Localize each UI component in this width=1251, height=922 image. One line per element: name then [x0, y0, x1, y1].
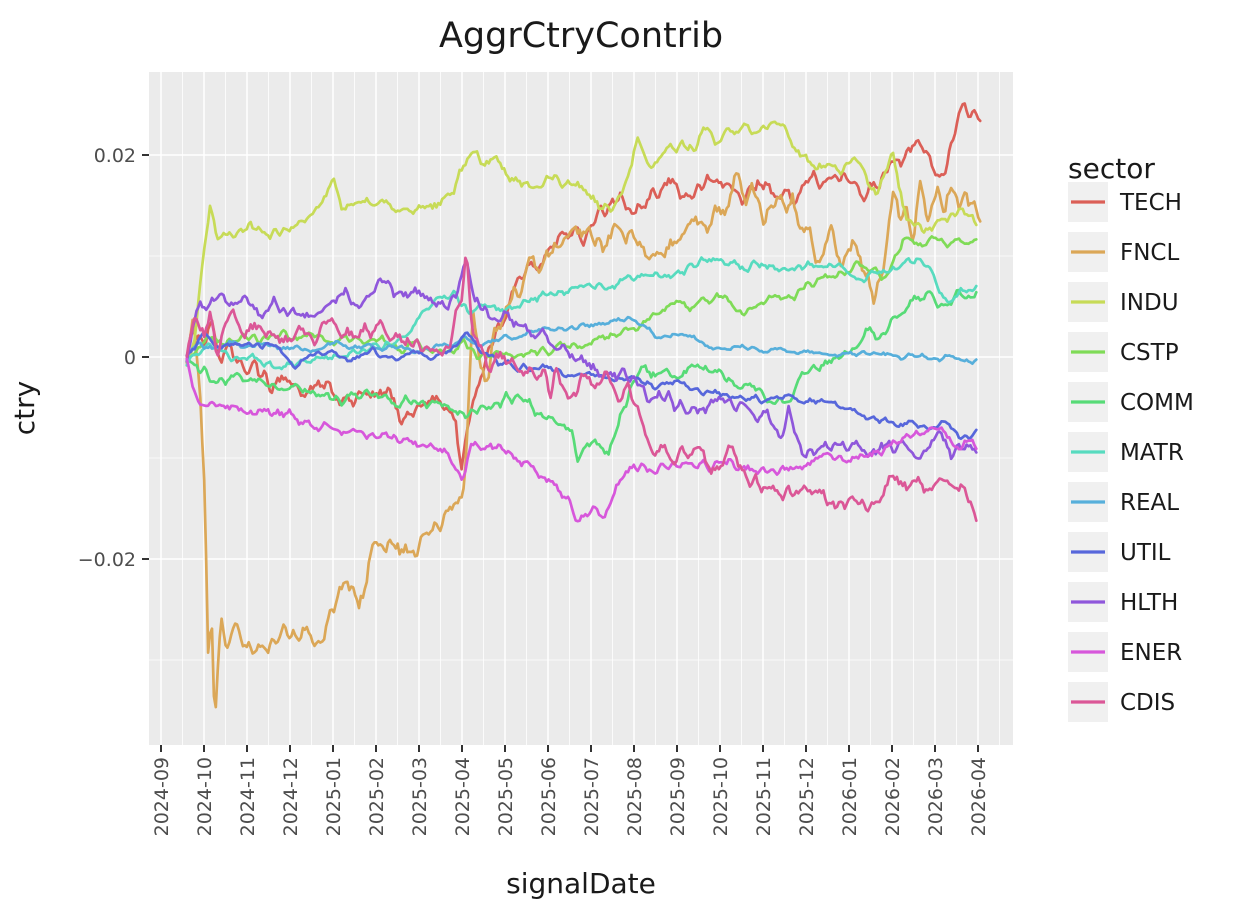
- legend-label-CDIS: CDIS: [1120, 690, 1175, 716]
- series-line-MATR: [185, 256, 978, 371]
- x-tick-label: 2025-11: [753, 757, 775, 836]
- legend-label-TECH: TECH: [1119, 190, 1182, 216]
- x-axis-label: signalDate: [506, 867, 656, 900]
- legend: sector TECH FNCL INDU CSTP COMM MATR REAL UTIL H…: [1068, 152, 1194, 722]
- x-tick-label: 2025-04: [452, 757, 474, 836]
- x-tick-label: 2024-09: [151, 757, 173, 836]
- legend-title: sector: [1068, 152, 1155, 185]
- legend-entry-ENER: ENER: [1068, 632, 1182, 672]
- legend-entries: TECH FNCL INDU CSTP COMM MATR REAL UTIL HLTH ENER…: [1068, 182, 1194, 722]
- x-tick-label: 2025-10: [710, 757, 732, 836]
- legend-label-INDU: INDU: [1120, 290, 1179, 316]
- axes: 0.02 0 −0.02 2024-09 2024-10 2024-11 2024-12 20…: [78, 145, 990, 836]
- x-tick-label: 2025-08: [624, 757, 646, 836]
- series-line-REAL: [185, 315, 978, 366]
- legend-label-HLTH: HLTH: [1120, 590, 1178, 616]
- x-tick-label: 2025-06: [538, 757, 560, 836]
- legend-label-COMM: COMM: [1120, 390, 1194, 416]
- series-line-HLTH: [185, 261, 978, 461]
- series-line-COMM: [185, 288, 978, 463]
- legend-entry-MATR: MATR: [1068, 432, 1184, 472]
- y-tick-label: 0.02: [94, 145, 136, 167]
- x-tick-label: 2025-09: [667, 757, 689, 836]
- y-tick-label: 0: [124, 347, 136, 369]
- series-lines: [185, 102, 982, 709]
- series-line-INDU: [185, 120, 978, 367]
- legend-label-REAL: REAL: [1120, 490, 1179, 516]
- legend-label-CSTP: CSTP: [1120, 340, 1179, 366]
- series-line-CDIS: [185, 256, 978, 523]
- legend-entry-REAL: REAL: [1068, 482, 1179, 522]
- x-tick-label: 2024-11: [237, 757, 259, 836]
- x-tick-label: 2025-05: [495, 757, 517, 836]
- legend-entry-TECH: TECH: [1068, 182, 1182, 222]
- x-tick-label: 2025-03: [409, 757, 431, 836]
- x-tick-label: 2026-02: [882, 757, 904, 836]
- x-tick-label: 2026-04: [968, 757, 990, 836]
- x-tick-label: 2025-01: [323, 757, 345, 836]
- legend-label-MATR: MATR: [1120, 440, 1184, 466]
- x-tick-label: 2026-03: [925, 757, 947, 836]
- x-tick-label: 2024-10: [194, 757, 216, 836]
- y-axis-label: ctry: [8, 381, 41, 435]
- legend-entry-COMM: COMM: [1068, 382, 1194, 422]
- x-tick-label: 2025-12: [796, 757, 818, 836]
- legend-entry-FNCL: FNCL: [1068, 232, 1179, 272]
- legend-entry-CDIS: CDIS: [1068, 682, 1175, 722]
- legend-label-ENER: ENER: [1120, 640, 1182, 666]
- legend-entry-HLTH: HLTH: [1068, 582, 1178, 622]
- x-tick-label: 2026-01: [839, 757, 861, 836]
- series-line-FNCL: [185, 172, 982, 709]
- legend-entry-INDU: INDU: [1068, 282, 1179, 322]
- legend-label-UTIL: UTIL: [1120, 540, 1171, 566]
- x-tick-label: 2024-12: [280, 757, 302, 836]
- legend-entry-UTIL: UTIL: [1068, 532, 1171, 572]
- x-tick-label: 2025-02: [366, 757, 388, 836]
- y-tick-label: −0.02: [78, 549, 136, 571]
- chart-title: AggrCtryContrib: [439, 16, 723, 56]
- x-tick-label: 2025-07: [581, 757, 603, 836]
- series-line-TECH: [185, 102, 982, 471]
- series-line-ENER: [185, 357, 978, 523]
- legend-entry-CSTP: CSTP: [1068, 332, 1179, 372]
- legend-label-FNCL: FNCL: [1120, 240, 1179, 266]
